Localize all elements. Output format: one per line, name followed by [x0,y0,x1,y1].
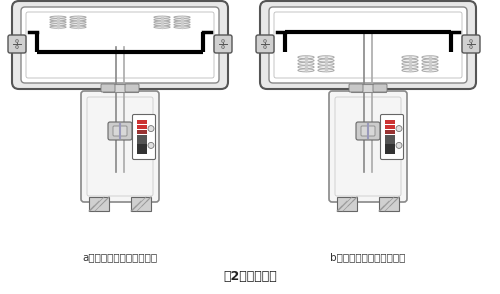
Ellipse shape [422,69,438,72]
Ellipse shape [50,19,66,21]
Bar [385,130,395,134]
Circle shape [396,126,402,132]
Ellipse shape [318,69,334,72]
Ellipse shape [174,19,190,21]
FancyBboxPatch shape [214,35,232,53]
Circle shape [148,142,154,148]
Bar [385,135,395,139]
Ellipse shape [318,66,334,69]
FancyBboxPatch shape [356,122,380,140]
Bar [137,139,147,144]
FancyBboxPatch shape [113,126,127,136]
FancyBboxPatch shape [373,84,387,92]
FancyBboxPatch shape [329,91,407,202]
Circle shape [264,39,266,43]
Ellipse shape [422,59,438,62]
FancyBboxPatch shape [108,122,132,140]
Circle shape [222,46,224,49]
Text: a、反作用与阀构成气开式: a、反作用与阀构成气开式 [82,252,158,262]
Bar [379,197,399,211]
Bar [137,125,147,129]
FancyBboxPatch shape [260,1,476,89]
Ellipse shape [402,62,418,65]
Circle shape [470,39,472,43]
Ellipse shape [154,19,170,21]
Circle shape [222,39,224,43]
Bar [385,125,395,129]
Ellipse shape [298,69,314,72]
Ellipse shape [70,16,86,18]
Ellipse shape [422,56,438,59]
Bar [137,149,147,153]
FancyBboxPatch shape [132,114,156,160]
Ellipse shape [70,24,86,26]
FancyBboxPatch shape [462,35,480,53]
FancyBboxPatch shape [380,114,404,160]
Circle shape [396,142,402,148]
Ellipse shape [402,56,418,59]
Bar [102,84,138,92]
Ellipse shape [422,66,438,69]
Ellipse shape [318,62,334,65]
Ellipse shape [70,21,86,23]
Ellipse shape [402,66,418,69]
Ellipse shape [318,59,334,62]
Ellipse shape [174,16,190,18]
Bar [385,144,395,149]
FancyBboxPatch shape [81,91,159,202]
FancyBboxPatch shape [269,7,467,83]
Ellipse shape [50,26,66,28]
Bar [385,149,395,153]
Ellipse shape [50,16,66,18]
FancyBboxPatch shape [21,7,219,83]
FancyBboxPatch shape [101,84,115,92]
Ellipse shape [422,62,438,65]
Ellipse shape [402,59,418,62]
Ellipse shape [298,56,314,59]
Bar [337,197,357,211]
Ellipse shape [50,24,66,26]
Bar [131,197,151,211]
Ellipse shape [154,21,170,23]
Ellipse shape [154,26,170,28]
Ellipse shape [174,21,190,23]
Ellipse shape [298,66,314,69]
FancyBboxPatch shape [256,35,274,53]
Bar [385,139,395,144]
Circle shape [264,46,266,49]
Ellipse shape [70,19,86,21]
Ellipse shape [50,21,66,23]
Bar [137,130,147,134]
Circle shape [470,46,472,49]
Ellipse shape [70,26,86,28]
Circle shape [148,126,154,132]
Text: 图2、执行机构: 图2、执行机构 [223,270,277,283]
Bar [385,120,395,124]
Ellipse shape [174,26,190,28]
Bar [137,144,147,149]
Ellipse shape [154,24,170,26]
FancyBboxPatch shape [125,84,139,92]
FancyBboxPatch shape [361,126,375,136]
Bar [350,84,386,92]
Circle shape [16,46,18,49]
Circle shape [16,39,18,43]
Ellipse shape [154,16,170,18]
Ellipse shape [318,56,334,59]
Ellipse shape [298,62,314,65]
Ellipse shape [402,69,418,72]
Ellipse shape [298,59,314,62]
Bar [137,135,147,139]
FancyBboxPatch shape [8,35,26,53]
Ellipse shape [174,24,190,26]
Bar [89,197,109,211]
Text: b、正作用与阀构成气关式: b、正作用与阀构成气关式 [330,252,406,262]
FancyBboxPatch shape [349,84,363,92]
Bar [137,120,147,124]
FancyBboxPatch shape [12,1,228,89]
